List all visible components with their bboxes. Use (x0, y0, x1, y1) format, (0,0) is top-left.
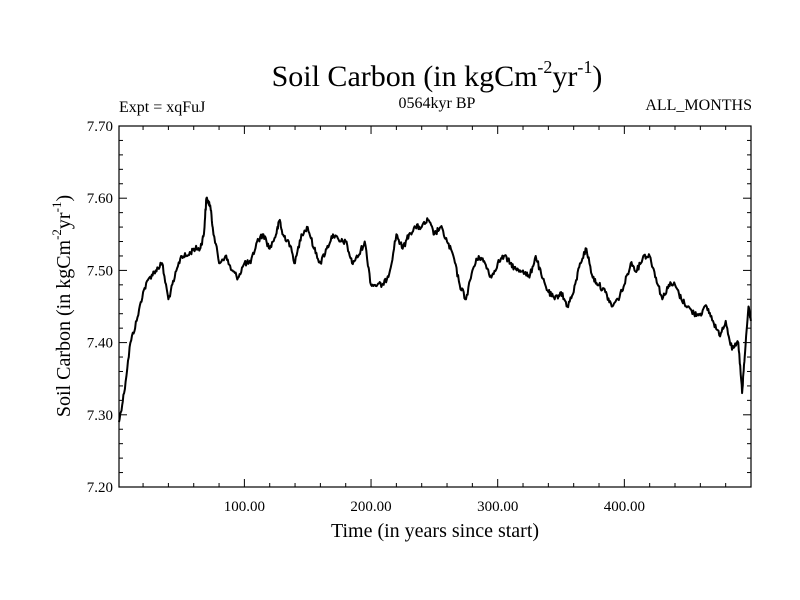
y-tick-label: 7.70 (87, 119, 113, 135)
y-tick-label: 7.50 (87, 263, 113, 279)
x-axis-ticks: 100.00 200.00 300.00 400.00 (224, 126, 645, 515)
plot-frame (118, 125, 752, 488)
experiment-label: Expt = xqFuJ (119, 99, 205, 116)
y-tick-label: 7.40 (87, 336, 113, 352)
period-label: 0564kyr BP (399, 95, 476, 112)
chart-title: Soil Carbon (in kgCm-2yr-1) (272, 57, 603, 93)
x-tick-label: 100.00 (224, 499, 265, 515)
series-line-soil-carbon (118, 196, 752, 423)
y-tick-label: 7.30 (87, 408, 113, 424)
y-tick-label: 7.60 (87, 191, 113, 207)
x-axis-label: Time (in years since start) (331, 520, 539, 542)
x-tick-label: 300.00 (477, 499, 518, 515)
minor-ticks (119, 126, 751, 487)
x-tick-label: 400.00 (604, 499, 645, 515)
x-tick-label: 200.00 (350, 499, 391, 515)
months-label: ALL_MONTHS (645, 97, 752, 114)
y-tick-label: 7.20 (87, 480, 113, 496)
y-axis-ticks: 7.20 7.30 7.40 7.50 7.60 7.70 (87, 119, 751, 496)
y-axis-label: Soil Carbon (in kgCm-2yr-1) (49, 195, 75, 417)
